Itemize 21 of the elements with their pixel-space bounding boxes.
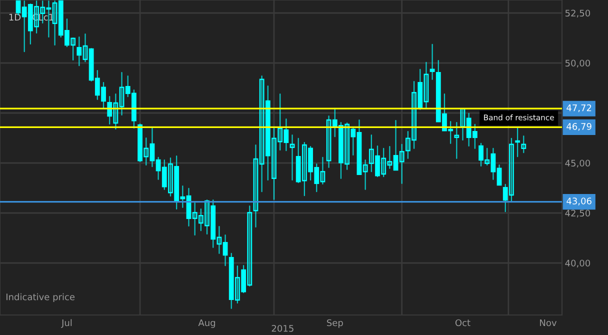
ref-line-label: 47,72: [566, 104, 592, 112]
x-tick-label: Nov: [540, 319, 557, 326]
annotation: Indicative price: [6, 293, 75, 302]
ref-line-label: 46,79: [566, 122, 592, 131]
text: 2015: [272, 324, 294, 332]
y-tick-label: 42,50: [565, 210, 590, 218]
candlestick: [430, 44, 435, 80]
annotation: 1D: [9, 14, 21, 20]
candlestick: [521, 135, 526, 154]
x-tick-label: Oct: [455, 319, 470, 326]
candlestick: [454, 122, 460, 159]
y-tick-label: 50,00: [565, 60, 590, 68]
ref-line-label: 43,06: [566, 198, 592, 206]
x-tick-label: Jul: [61, 319, 72, 328]
x-tick-label: Aug: [198, 319, 216, 328]
y-tick-label: 52,50: [565, 10, 590, 18]
y-tick-label: 45,00: [565, 160, 590, 168]
x-tick-label: Sep: [326, 319, 343, 328]
candlestick: [290, 134, 295, 181]
y-tick-label: 40,00: [565, 260, 590, 268]
candlestick: [515, 126, 520, 158]
